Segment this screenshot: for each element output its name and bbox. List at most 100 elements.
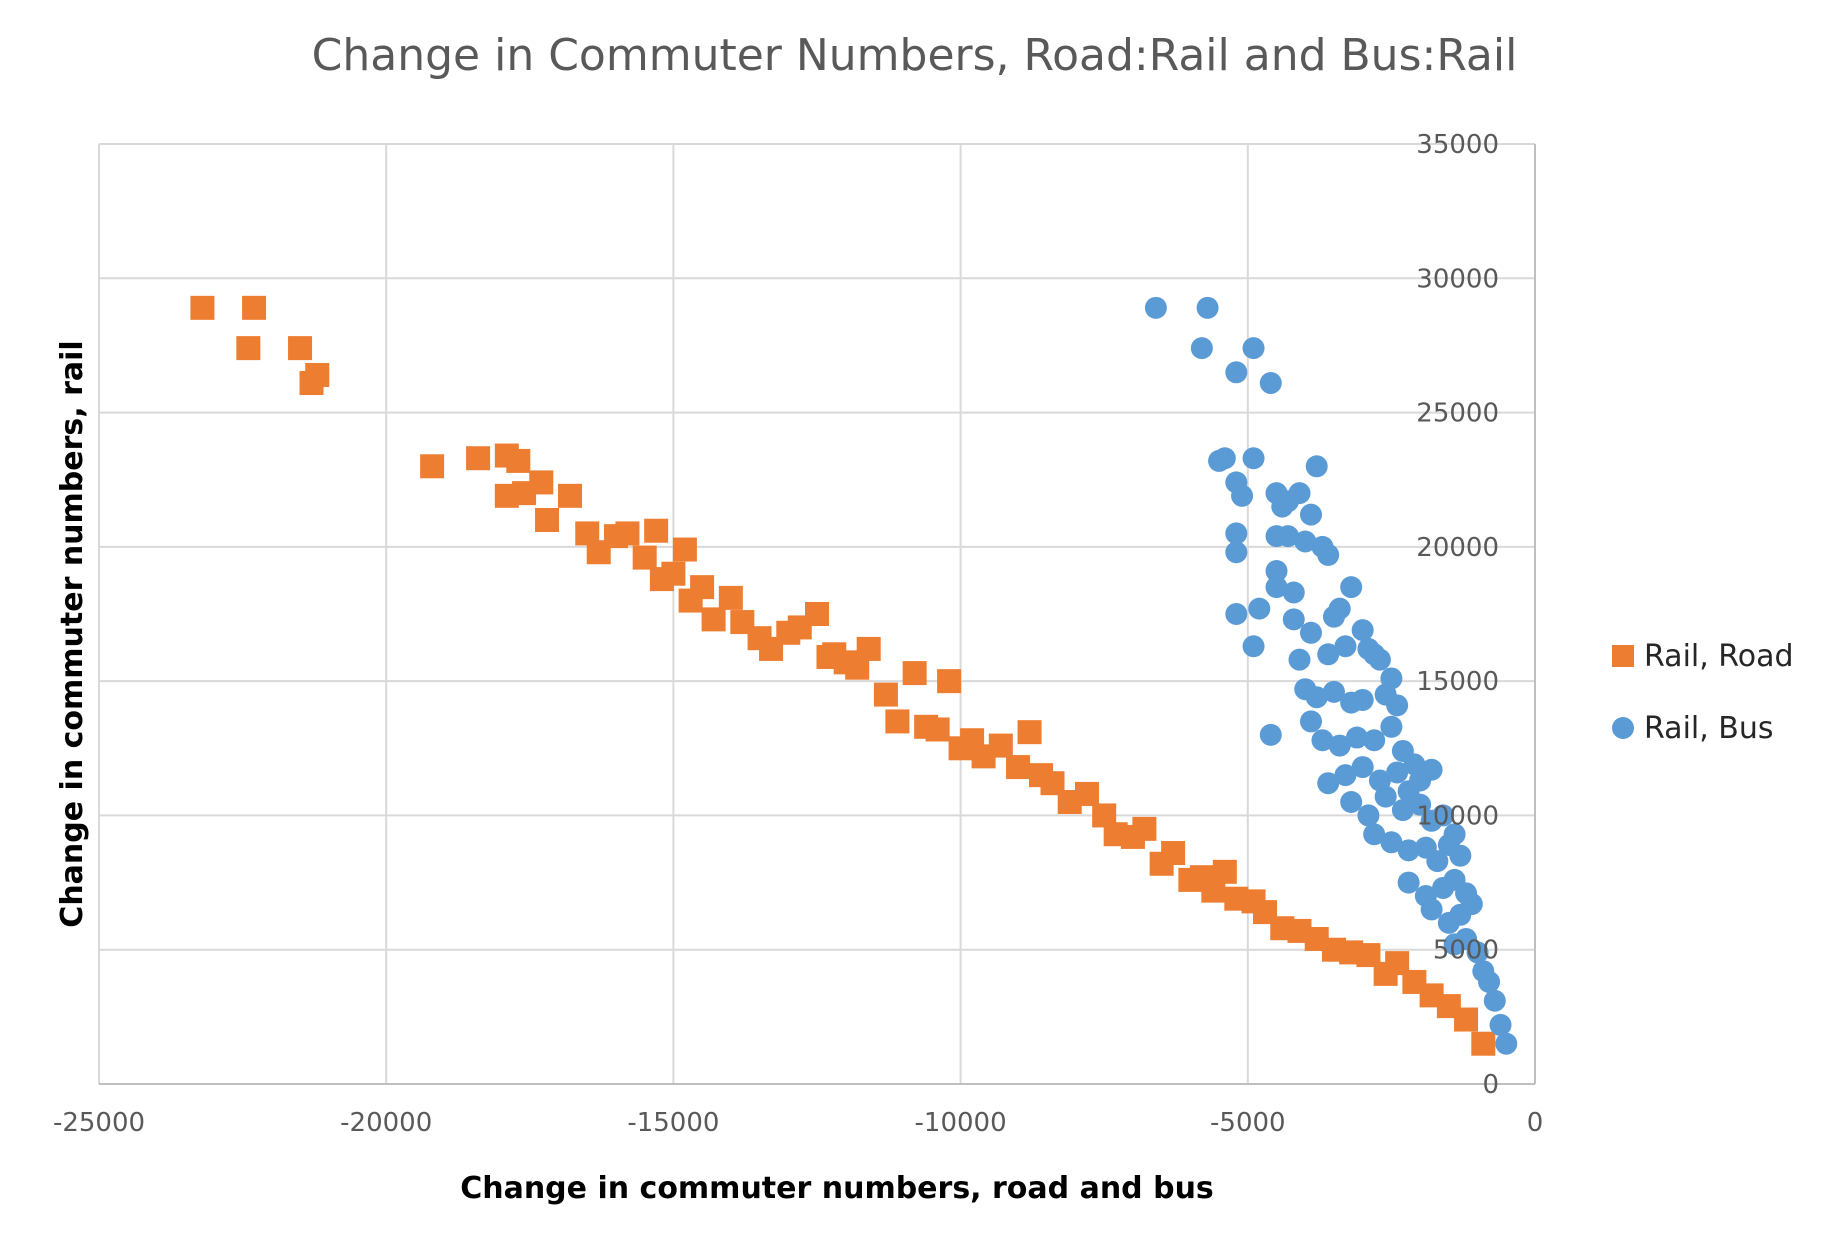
square-point [701, 607, 726, 632]
square-point [661, 561, 686, 586]
circle-point [1386, 694, 1409, 717]
circle-point [1190, 337, 1213, 360]
circle-point [1334, 635, 1357, 658]
circle-point [1265, 560, 1288, 583]
circle-point [1460, 893, 1483, 916]
circle-point [1225, 361, 1248, 384]
circle-point [1322, 680, 1345, 703]
circle-point [1225, 541, 1248, 564]
square-point [558, 483, 583, 508]
y-tick-label: 0 [1482, 1070, 1499, 1100]
circle-point [1449, 844, 1472, 867]
square-point [672, 537, 697, 562]
x-tick-label: -10000 [915, 1108, 1007, 1138]
circle-point [1363, 729, 1386, 752]
circle-point [1265, 576, 1288, 599]
square-point [1471, 1031, 1496, 1056]
circle-point [1288, 648, 1311, 671]
series-layer [190, 295, 1518, 1056]
y-tick-label: 15000 [1416, 667, 1499, 697]
x-tick-label: -20000 [340, 1108, 432, 1138]
square-point [1017, 720, 1042, 745]
circle-point [1391, 799, 1414, 822]
circle-point [1311, 729, 1334, 752]
square-point [1074, 781, 1099, 806]
x-tick-label: 0 [1527, 1108, 1544, 1138]
square-point [937, 669, 962, 694]
circle-point [1409, 793, 1432, 816]
square-point [873, 682, 898, 707]
square-point [305, 362, 330, 387]
circle-point [1368, 648, 1391, 671]
square-point [1161, 841, 1186, 866]
square-point [236, 336, 261, 361]
y-tick-label: 5000 [1433, 936, 1499, 966]
circle-point [1432, 804, 1455, 827]
square-point [529, 470, 554, 495]
square-point [988, 733, 1013, 758]
square-point [466, 446, 491, 471]
x-tick-label: -5000 [1210, 1108, 1286, 1138]
circle-point [1225, 603, 1248, 625]
circle-point [1299, 710, 1322, 733]
square-point [632, 545, 657, 570]
circle-point [1259, 372, 1282, 395]
circle-point [1213, 447, 1236, 470]
circle-point [1328, 597, 1351, 620]
circle-point [1397, 839, 1420, 862]
circle-point [1466, 941, 1489, 964]
circle-point [1317, 643, 1340, 666]
square-point [190, 295, 215, 320]
circle-point [1305, 686, 1328, 709]
square-point [288, 336, 313, 361]
tick-labels: -25000 -20000 -15000 -10000 -5000 00 5000 10000… [53, 130, 1543, 1138]
circle-point [1317, 772, 1340, 795]
circle-point [1483, 989, 1506, 1012]
circle-point [1420, 758, 1443, 781]
circle-point [1345, 726, 1368, 749]
y-tick-label: 10000 [1416, 801, 1499, 831]
circle-point [1380, 715, 1403, 738]
x-axis-label: Change in commuter numbers, road and bus [460, 1171, 1214, 1206]
circle-point [1478, 970, 1501, 993]
circle-point [1277, 525, 1300, 548]
legend-label: Rail, Road [1644, 638, 1794, 674]
square-point [902, 661, 927, 686]
circle-point [1495, 1032, 1518, 1055]
circle-point [1242, 337, 1265, 360]
circle-point [1282, 581, 1305, 604]
circle-point [1242, 447, 1265, 470]
circle-point [1380, 831, 1403, 854]
circle-point [1317, 543, 1340, 566]
circle-point [1420, 898, 1443, 921]
square-point [856, 636, 881, 661]
circle-point [1334, 764, 1357, 787]
square-point [885, 709, 910, 734]
circle-point [1426, 850, 1449, 873]
square-point [494, 483, 519, 508]
x-tick-label: -15000 [627, 1108, 719, 1138]
square-point [925, 717, 950, 742]
circle-point [1340, 791, 1363, 813]
circle-point [1328, 734, 1351, 757]
circle-point [1305, 455, 1328, 478]
y-tick-label: 25000 [1416, 399, 1499, 429]
square-point [718, 585, 743, 610]
circle-point [1282, 608, 1305, 631]
circle-point [1340, 576, 1363, 599]
y-axis-label: Change in commuter numbers, rail [55, 340, 90, 927]
y-tick-label: 20000 [1416, 533, 1499, 563]
legend-label: Rail, Bus [1644, 710, 1774, 746]
square-point [420, 454, 445, 479]
circle-point [1248, 597, 1271, 620]
square-point [506, 448, 531, 473]
chart-title: Change in Commuter Numbers, Road:Rail an… [311, 30, 1518, 81]
circle-point [1374, 785, 1397, 808]
series-rail-bus [1144, 296, 1518, 1055]
series-rail-road [190, 295, 1496, 1056]
circle-point [1294, 530, 1317, 553]
circle-point [1242, 635, 1265, 658]
square-point [1006, 755, 1031, 780]
circle-point [1225, 522, 1248, 545]
